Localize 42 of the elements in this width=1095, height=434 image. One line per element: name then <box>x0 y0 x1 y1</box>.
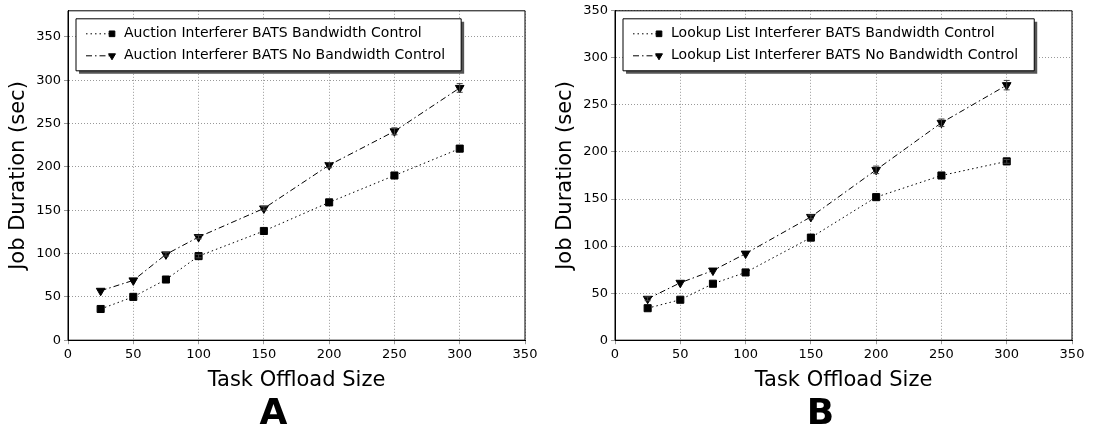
x-tick-label: 150 <box>798 346 824 362</box>
y-tick-label: 150 <box>583 190 609 206</box>
legend-label: Lookup List Interferer BATS Bandwidth Control <box>671 24 995 41</box>
y-tick-label: 50 <box>44 288 62 304</box>
legend-label: Auction Interferer BATS Bandwidth Control <box>124 24 422 41</box>
x-tick-label: 300 <box>994 346 1020 362</box>
legend-label: Lookup List Interferer BATS No Bandwidth Control <box>671 46 1019 63</box>
legend-label: Auction Interferer BATS No Bandwidth Control <box>124 46 446 63</box>
y-tick-label: 300 <box>36 71 62 87</box>
x-tick-label: 250 <box>382 346 407 362</box>
x-tick-label: 150 <box>251 346 277 362</box>
x-tick-label: 50 <box>125 346 142 362</box>
y-tick-label: 350 <box>583 2 609 18</box>
y-tick-label: 50 <box>591 284 609 300</box>
text: B <box>805 391 836 432</box>
x-tick-label: 250 <box>929 346 954 362</box>
x-tick-label: 100 <box>186 346 211 362</box>
y-tick-label: 100 <box>36 244 62 260</box>
y-tick-label: 250 <box>36 114 62 130</box>
y-axis-title: Job Duration (sec) <box>552 81 577 272</box>
x-tick-label: 0 <box>610 346 620 362</box>
x-axis-title: Task Offload Size <box>206 366 386 391</box>
y-tick-label: 0 <box>52 331 62 347</box>
y-tick-label: 250 <box>583 96 609 112</box>
x-tick-label: 50 <box>672 346 689 362</box>
text: A <box>258 391 289 432</box>
x-tick-label: 350 <box>512 346 538 362</box>
y-tick-label: 100 <box>583 237 609 253</box>
x-tick-label: 200 <box>316 346 342 362</box>
x-tick-label: 350 <box>1059 346 1085 362</box>
y-axis-title: Job Duration (sec) <box>5 81 30 272</box>
y-tick-label: 200 <box>36 158 62 174</box>
x-tick-label: 300 <box>447 346 473 362</box>
x-tick-label: 0 <box>63 346 73 362</box>
x-axis-title: Task Offload Size <box>753 366 933 391</box>
y-tick-label: 0 <box>599 331 609 347</box>
x-tick-label: 100 <box>733 346 758 362</box>
y-tick-label: 150 <box>36 201 62 217</box>
y-tick-label: 200 <box>583 143 609 159</box>
x-tick-label: 200 <box>863 346 889 362</box>
y-tick-label: 350 <box>36 28 62 44</box>
y-tick-label: 300 <box>583 49 609 65</box>
